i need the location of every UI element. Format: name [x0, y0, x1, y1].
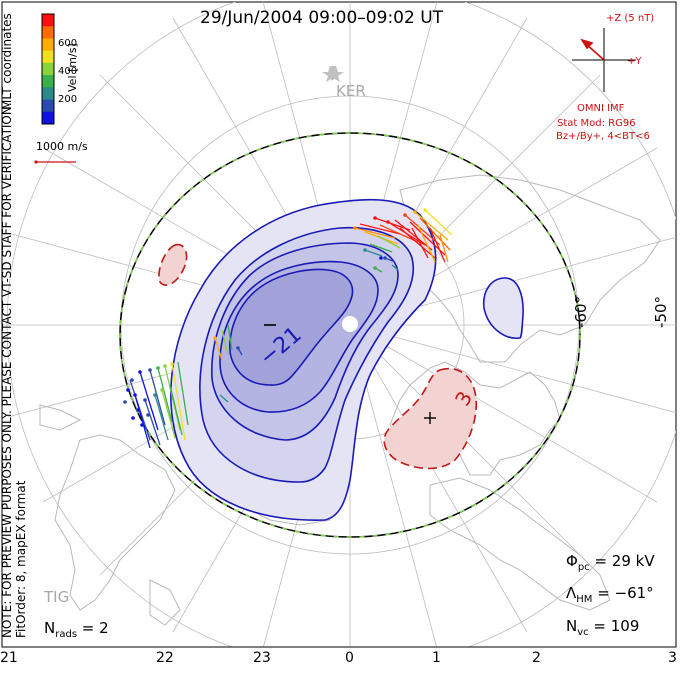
colorbar-swatch — [42, 111, 54, 125]
nvc-symbol: N — [566, 617, 578, 635]
fit-order-note: FitOrder: 8, mapEX format — [14, 480, 28, 638]
hmb-boundary-dash — [119, 132, 581, 538]
colorbar-swatch — [42, 87, 54, 101]
imf-vector — [580, 38, 605, 61]
lambda-value: = −61° — [592, 584, 654, 602]
colorbar-swatch — [42, 99, 54, 113]
reference-vector-origin — [34, 160, 38, 164]
nrads-subscript: rads — [55, 629, 78, 640]
mlt-tick-2: 2 — [532, 650, 541, 666]
mlt-tick-3: 3 — [668, 650, 677, 666]
phi-symbol: Φ — [566, 552, 578, 570]
nrads-value: = 2 — [77, 619, 109, 637]
stat-model: Stat Mod: RG96 — [557, 118, 636, 129]
mlt-tick-0: 0 — [345, 650, 354, 666]
nvc-subscript: vc — [577, 627, 589, 638]
station-ker: KER — [336, 82, 366, 100]
phi-value: = 29 kV — [589, 552, 655, 570]
nrads-stat: Nrads = 2 — [44, 619, 109, 640]
mlt-coordinates-note: MLT coordinates — [0, 13, 14, 110]
nvc-value: = 109 — [588, 617, 640, 635]
lambda-subscript: HM — [576, 594, 593, 605]
negative-potential-cell — [170, 198, 437, 521]
lambda-hm-stat: ΛHM = −61° — [566, 584, 654, 605]
mlt-tick-23: 23 — [253, 650, 271, 666]
colorbar-swatch — [42, 14, 54, 27]
potential-max-marker — [424, 412, 436, 424]
nvc-stat: Nvc = 109 — [566, 617, 639, 638]
imf-condition: Bz+/By+, 4<BT<6 — [556, 131, 650, 142]
colorbar — [41, 13, 55, 125]
station-icon — [322, 66, 344, 82]
colorbar-tick-400: 400 — [58, 66, 78, 77]
colorbar-border — [41, 13, 55, 125]
station-tig: TIG — [44, 588, 70, 606]
lat-label-50: -50° — [652, 296, 670, 328]
imf-source: OMNI IMF — [577, 103, 625, 114]
mlt-tick-1: 1 — [432, 650, 441, 666]
colorbar-swatch — [42, 38, 54, 52]
phi-pc-stat: Φpc = 29 kV — [566, 552, 655, 573]
mlt-tick-22: 22 — [156, 650, 174, 666]
velocity-vectors — [129, 209, 453, 449]
pole-marker — [342, 316, 358, 332]
plot-title: 29/Jun/2004 09:00–09:02 UT — [200, 8, 444, 28]
phi-subscript: pc — [577, 562, 590, 573]
colorbar-swatch — [42, 50, 54, 64]
mlt-tick-21: 21 — [0, 650, 18, 666]
vector-origins — [123, 208, 427, 427]
reference-vector-label: 1000 m/s — [36, 140, 88, 153]
colorbar-tick-600: 600 — [58, 38, 78, 49]
preview-note: NOTE: FOR PREVIEW PURPOSES ONLY. PLEASE … — [0, 102, 14, 638]
small-negative-cell — [482, 277, 524, 339]
colorbar-swatch — [42, 62, 54, 76]
imf-z-label: +Z (5 nT) — [606, 13, 655, 24]
imf-y-label: +Y — [627, 56, 642, 67]
colorbar-tick-200: 200 — [58, 94, 78, 105]
lambda-symbol: Λ — [566, 584, 577, 602]
colorbar-swatch — [42, 75, 54, 88]
colorbar-swatch — [42, 26, 54, 39]
nrads-symbol: N — [44, 619, 56, 637]
lat-label-60: -60° — [572, 296, 590, 328]
